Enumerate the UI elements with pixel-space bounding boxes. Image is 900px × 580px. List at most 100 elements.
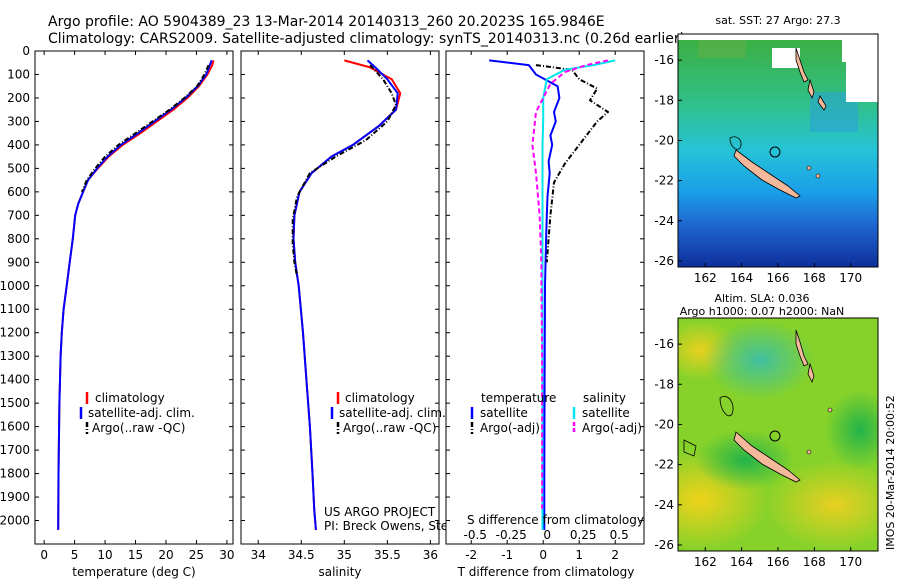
top-tick-label: 0 bbox=[543, 528, 551, 542]
x-tick-label: -2 bbox=[465, 548, 477, 562]
reef-outline bbox=[729, 136, 742, 150]
series-s-argo-adj- bbox=[531, 59, 609, 509]
sst-warm-patch bbox=[698, 38, 746, 58]
y-tick-label: 2000 bbox=[0, 514, 30, 528]
x-tick-label: 15 bbox=[128, 548, 143, 562]
salinity-legend: climatology satellite-adj. clim. Argo(..… bbox=[330, 391, 446, 435]
new-caledonia-island bbox=[733, 149, 801, 199]
y-tick-label: 200 bbox=[7, 91, 30, 105]
salinity-xlabel: salinity bbox=[318, 565, 361, 579]
map-y-tick-label: -26 bbox=[654, 254, 674, 268]
temperature-x-axis: 0 5 10 15 20 25 30 bbox=[40, 51, 235, 562]
x-tick-label: 34 bbox=[251, 548, 266, 562]
temperature-panel: 0100200300400500600700800900100011001200… bbox=[0, 44, 235, 579]
legend-satellite: satellite-adj. clim. bbox=[88, 406, 195, 420]
top-tick-label: 0.5 bbox=[610, 528, 629, 542]
map-x-tick-label: 168 bbox=[803, 555, 826, 569]
series-satellite-adj-clim- bbox=[292, 59, 399, 530]
project-label: US ARGO PROJECT bbox=[324, 505, 436, 519]
map-x-tick-label: 168 bbox=[803, 271, 826, 285]
legend-s-satellite: satellite bbox=[582, 406, 630, 420]
y-tick-label: 1500 bbox=[0, 396, 30, 410]
y-tick-label: 900 bbox=[7, 255, 30, 269]
y-tick-label: 1300 bbox=[0, 349, 30, 363]
y-tick-label: 1600 bbox=[0, 420, 30, 434]
map-x-tick-label: 164 bbox=[730, 555, 753, 569]
map-y-tick-label: -16 bbox=[654, 337, 674, 351]
difference-series bbox=[489, 59, 616, 530]
vanuatu-island-3 bbox=[817, 95, 827, 111]
vanuatu-island bbox=[795, 329, 809, 367]
y-tick-label: 500 bbox=[7, 161, 30, 175]
map-y-tick-label: -16 bbox=[654, 53, 674, 67]
x-tick-label: 36 bbox=[423, 548, 438, 562]
sla-low-3 bbox=[825, 390, 878, 470]
x-tick-label: 1 bbox=[575, 548, 583, 562]
y-tick-label: 1000 bbox=[0, 279, 30, 293]
legend-t-argo: Argo(-adj) bbox=[480, 421, 540, 435]
y-tick-label: 800 bbox=[7, 232, 30, 246]
loyalty-island bbox=[806, 165, 812, 171]
map-y-tick-label: -18 bbox=[654, 377, 674, 391]
y-tick-label: 1800 bbox=[0, 467, 30, 481]
difference-xlabel: T difference from climatology bbox=[457, 565, 635, 579]
temperature-legend: climatology satellite-adj. clim. Argo(..… bbox=[79, 391, 195, 435]
y-tick-label: 1900 bbox=[0, 490, 30, 504]
map-y-tick-label: -20 bbox=[654, 133, 674, 147]
salinity-panel: 34 34.5 35 35.5 36 salinity climatology sate… bbox=[240, 50, 588, 579]
y-tick-label: 600 bbox=[7, 185, 30, 199]
legend-t-satellite: satellite bbox=[480, 406, 528, 420]
top-tick-label: -0.5 bbox=[463, 528, 486, 542]
x-tick-label: 2 bbox=[611, 548, 619, 562]
imos-stamp: IMOS 20-Mar-2014 20:00:52 bbox=[884, 395, 897, 550]
map-y-tick-label: -24 bbox=[654, 498, 674, 512]
sst-map: sat. SST: 27 Argo: 27.3 162 164 166 168 170 -… bbox=[654, 14, 879, 285]
series-argo-raw-qc- bbox=[80, 64, 210, 193]
sst-missing bbox=[772, 48, 800, 68]
depth-axis: 0 100 200 300 400 500 600 700 800 900 1000 1100 1200… bbox=[0, 44, 233, 528]
argo-position-marker bbox=[769, 146, 781, 158]
new-caledonia-island bbox=[733, 431, 801, 483]
x-tick-label: 34.5 bbox=[288, 548, 315, 562]
map-x-tick-label: 164 bbox=[730, 271, 753, 285]
x-tick-label: 5 bbox=[71, 548, 79, 562]
sst-missing-top bbox=[678, 34, 878, 40]
map-y-tick-label: -26 bbox=[654, 538, 674, 552]
salinity-series bbox=[291, 59, 402, 530]
legend-header-temperature: temperature bbox=[481, 391, 556, 405]
map-x-tick-label: 162 bbox=[694, 555, 717, 569]
legend-s-argo: Argo(-adj) bbox=[582, 421, 642, 435]
x-tick-label: 0 bbox=[539, 548, 547, 562]
top-tick-label: -0.25 bbox=[496, 528, 527, 542]
vanuatu-island-2 bbox=[807, 362, 815, 384]
legend-argo: Argo(..raw -QC) bbox=[92, 421, 185, 435]
y-tick-label: 1100 bbox=[0, 302, 30, 316]
sst-axes: 162 164 166 168 170 -16 -18 -20 -22 -24 -26 bbox=[654, 53, 862, 285]
salinity-axes bbox=[240, 50, 440, 545]
temperature-xlabel: temperature (deg C) bbox=[72, 565, 195, 579]
legend-climatology: climatology bbox=[345, 391, 415, 405]
sla-axes: 162 164 166 168 170 -16 -18 -20 -22 -24 -26 bbox=[654, 337, 862, 569]
y-tick-label: 1400 bbox=[0, 373, 30, 387]
x-tick-label: 35.5 bbox=[374, 548, 401, 562]
sst-colors bbox=[678, 34, 878, 267]
sst-missing-corner bbox=[842, 34, 878, 62]
x-tick-label: 0 bbox=[40, 548, 48, 562]
series-argo-raw-qc- bbox=[291, 64, 397, 277]
legend-satellite: satellite-adj. clim. bbox=[339, 406, 446, 420]
x-tick-label: 30 bbox=[219, 548, 234, 562]
difference-panel: -2 -1 0 1 2 -0.5 -0.25 0 0.25 0.5 T difference fr… bbox=[445, 50, 645, 579]
series-t-satellite bbox=[489, 59, 561, 530]
map-x-tick-label: 170 bbox=[839, 271, 862, 285]
temperature-series bbox=[57, 60, 215, 530]
argo-position-marker bbox=[769, 430, 781, 442]
sla-low-1 bbox=[705, 320, 815, 400]
map-y-tick-label: -20 bbox=[654, 417, 674, 431]
map-x-tick-label: 166 bbox=[767, 271, 790, 285]
legend-header-salinity: salinity bbox=[583, 391, 626, 405]
sst-title: sat. SST: 27 Argo: 27.3 bbox=[715, 14, 840, 27]
x-tick-label: 35 bbox=[337, 548, 352, 562]
map-x-tick-label: 170 bbox=[839, 555, 862, 569]
map-x-tick-label: 166 bbox=[767, 555, 790, 569]
